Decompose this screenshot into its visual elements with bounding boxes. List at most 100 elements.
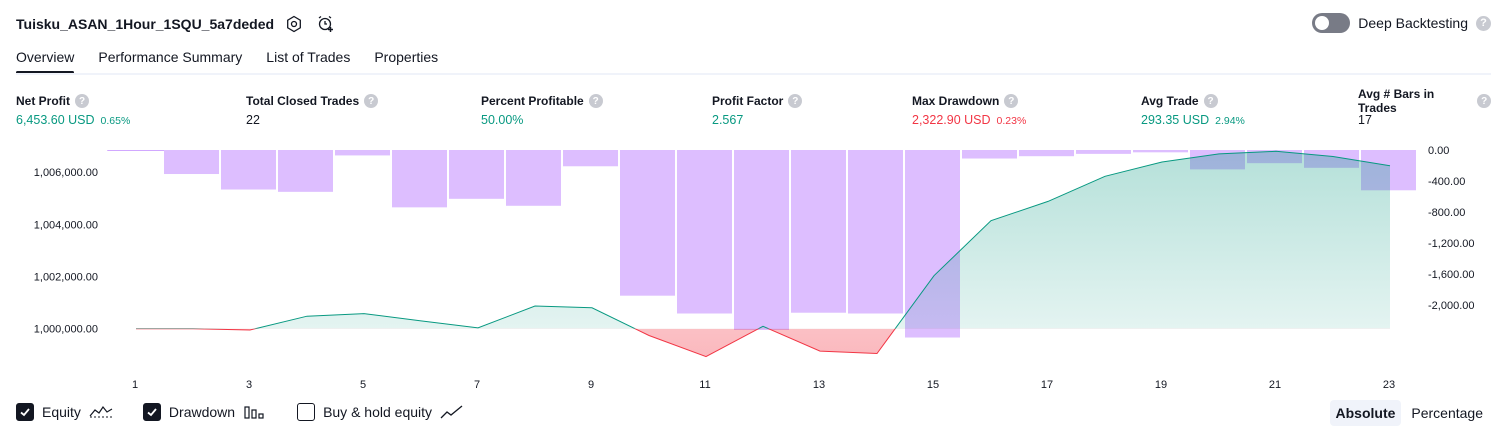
x-axis-tick: 19 — [1155, 379, 1167, 391]
info-icon[interactable]: ? — [1203, 94, 1218, 108]
metric-label: Profit Factor — [712, 94, 784, 108]
metric-value: 293.35 USD — [1141, 113, 1210, 127]
metric-label: Net Profit — [16, 94, 70, 108]
metric-profit-factor: Profit Factor? 2.567 — [712, 93, 803, 127]
metric-percent: 0.65% — [100, 115, 131, 127]
drawdown-bar — [962, 150, 1017, 159]
metric-label: Avg # Bars in Trades — [1358, 87, 1435, 115]
strategy-header: Tuisku_ASAN_1Hour_1SQU_5a7deded — [16, 12, 338, 36]
right-axis: 0.00 -400.00 -800.00 -1,200.00 -1,600.00 -2,0… — [1428, 145, 1474, 312]
x-axis-tick: 7 — [474, 379, 480, 391]
info-icon[interactable]: ? — [1477, 94, 1491, 108]
x-axis-tick: 9 — [588, 379, 594, 391]
x-axis-tick: 1 — [132, 379, 138, 391]
right-axis-tick: -1,200.00 — [1428, 238, 1474, 250]
toggle-knob — [1315, 16, 1330, 30]
drawdown-bars — [107, 150, 1416, 338]
drawdown-bar — [563, 150, 618, 167]
x-axis-tick: 15 — [927, 379, 939, 391]
info-icon[interactable]: ? — [1004, 94, 1019, 108]
x-axis-tick: 21 — [1269, 379, 1281, 391]
metric-value: 2,322.90 USD — [912, 113, 991, 127]
left-axis-tick: 1,006,000.00 — [34, 167, 98, 179]
legend-label: Buy & hold equity — [323, 404, 433, 420]
metric-label: Percent Profitable — [481, 94, 584, 108]
info-icon[interactable]: ? — [588, 94, 603, 108]
drawdown-bar — [164, 150, 219, 175]
drawdown-bar — [221, 150, 276, 190]
settings-icon[interactable] — [282, 12, 306, 36]
drawdown-bar — [506, 150, 561, 206]
drawdown-checkbox[interactable] — [142, 403, 161, 421]
drawdown-bar — [620, 150, 675, 296]
drawdown-bar — [848, 150, 903, 314]
metric-max-drawdown: Max Drawdown? 2,322.90 USD 0.23% — [912, 93, 1026, 127]
left-axis-tick: 1,002,000.00 — [34, 272, 98, 284]
drawdown-bar — [791, 150, 846, 313]
drawdown-bar — [1133, 150, 1188, 153]
metric-percent: 2.94% — [1215, 115, 1245, 127]
drawdown-bars-icon — [243, 404, 267, 420]
legend-drawdown[interactable]: Drawdown — [142, 403, 267, 421]
equity-drawdown-chart[interactable]: 1,000,000.00 1,002,000.00 1,004,000.00 1,00… — [0, 140, 1507, 395]
metric-value: 50.00% — [481, 113, 524, 127]
drawdown-bar — [278, 150, 333, 192]
drawdown-bar — [677, 150, 732, 314]
tab-properties[interactable]: Properties — [374, 49, 439, 65]
metric-avg-bars: Avg # Bars in Trades? 17 — [1358, 87, 1491, 127]
metric-value: 6,453.60 USD — [16, 113, 95, 127]
legend-buy-hold[interactable]: Buy & hold equity — [297, 403, 464, 421]
info-icon[interactable]: ? — [364, 94, 379, 108]
metric-percent: 0.23% — [996, 115, 1027, 127]
drawdown-bar — [1076, 150, 1131, 154]
x-axis-tick: 17 — [1041, 379, 1053, 391]
view-mode-toggle: Absolute Percentage — [1329, 400, 1490, 426]
buy-hold-checkbox[interactable] — [297, 403, 316, 421]
tab-bar: Overview Performance Summary List of Tra… — [16, 46, 438, 74]
metric-value: 22 — [246, 113, 260, 127]
x-axis-tick: 23 — [1383, 379, 1395, 391]
x-axis-tick: 5 — [360, 379, 366, 391]
strategy-title: Tuisku_ASAN_1Hour_1SQU_5a7deded — [16, 16, 275, 32]
metric-total-closed-trades: Total Closed Trades? 22 — [246, 93, 379, 127]
metric-label: Total Closed Trades — [246, 94, 360, 108]
metric-label: Avg Trade — [1141, 94, 1199, 108]
tab-performance-summary[interactable]: Performance Summary — [98, 49, 243, 65]
equity-line-icon — [89, 404, 113, 420]
metrics-row: Net Profit? 6,453.60 USD 0.65% Total Clos… — [16, 87, 1491, 133]
equity-line-up — [136, 150, 1391, 329]
x-axis-tick: 13 — [813, 379, 825, 391]
equity-profit-area — [255, 151, 1390, 329]
equity-checkbox[interactable] — [16, 403, 34, 421]
left-axis-tick: 1,000,000.00 — [34, 324, 98, 336]
metric-value: 17 — [1358, 113, 1372, 127]
left-axis-tick: 1,004,000.00 — [34, 219, 98, 231]
legend-label: Equity — [42, 404, 81, 420]
equity-fill — [136, 151, 1390, 357]
mode-percentage-button[interactable]: Percentage — [1411, 405, 1483, 421]
info-icon[interactable]: ? — [788, 94, 803, 108]
x-axis: 1 3 5 7 9 11 13 15 17 19 21 23 — [132, 379, 1395, 391]
legend-equity[interactable]: Equity — [16, 403, 113, 421]
drawdown-bar — [1019, 150, 1074, 157]
right-axis-tick: -800.00 — [1428, 207, 1465, 219]
legend-label: Drawdown — [168, 404, 236, 420]
right-axis-tick: -400.00 — [1428, 176, 1465, 188]
x-axis-tick: 3 — [246, 379, 252, 391]
deep-backtesting-toggle[interactable] — [1312, 13, 1351, 33]
tabs-divider — [16, 73, 1491, 75]
right-axis-tick: 0.00 — [1428, 145, 1449, 157]
info-icon[interactable]: ? — [75, 94, 89, 108]
deep-backtesting-label: Deep Backtesting — [1358, 15, 1468, 31]
tab-list-of-trades[interactable]: List of Trades — [266, 49, 351, 65]
metric-percent-profitable: Percent Profitable? 50.00% — [481, 93, 603, 127]
drawdown-bar — [449, 150, 504, 199]
left-axis: 1,000,000.00 1,002,000.00 1,004,000.00 1,00… — [34, 167, 98, 336]
chart-legend: Equity Drawdown Buy & hold equity — [16, 403, 482, 421]
add-alert-icon[interactable] — [314, 12, 338, 36]
mode-absolute-button[interactable]: Absolute — [1329, 400, 1402, 426]
tab-overview[interactable]: Overview — [16, 46, 75, 74]
drawdown-bar — [335, 150, 390, 156]
help-icon[interactable]: ? — [1476, 15, 1491, 31]
buy-hold-line-icon — [440, 404, 464, 420]
